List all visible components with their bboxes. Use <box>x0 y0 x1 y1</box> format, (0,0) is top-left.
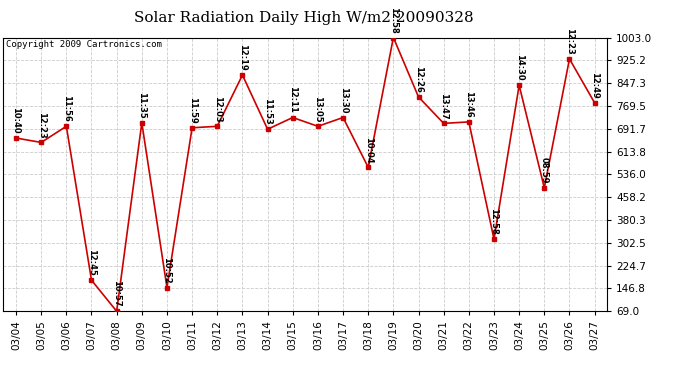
Text: 08:59: 08:59 <box>540 157 549 184</box>
Text: 12:45: 12:45 <box>87 249 96 276</box>
Text: Copyright 2009 Cartronics.com: Copyright 2009 Cartronics.com <box>6 40 162 49</box>
Text: Solar Radiation Daily High W/m2 20090328: Solar Radiation Daily High W/m2 20090328 <box>134 11 473 25</box>
Text: 10:04: 10:04 <box>364 136 373 163</box>
Text: 11:59: 11:59 <box>188 97 197 124</box>
Text: 10:57: 10:57 <box>112 280 121 307</box>
Text: 11:35: 11:35 <box>137 92 146 118</box>
Text: 12:58: 12:58 <box>489 208 498 235</box>
Text: 14:30: 14:30 <box>515 54 524 81</box>
Text: 12:19: 12:19 <box>238 44 247 71</box>
Text: 13:46: 13:46 <box>464 91 473 118</box>
Text: 11:53: 11:53 <box>263 98 272 125</box>
Text: 10:40: 10:40 <box>12 107 21 134</box>
Text: 11:56: 11:56 <box>62 95 71 122</box>
Text: 13:47: 13:47 <box>439 93 449 119</box>
Text: 12:23: 12:23 <box>565 28 574 55</box>
Text: 12:03: 12:03 <box>213 96 221 122</box>
Text: 13:05: 13:05 <box>313 96 322 122</box>
Text: 12:49: 12:49 <box>590 72 599 99</box>
Text: 12:58: 12:58 <box>389 7 398 33</box>
Text: 12:11: 12:11 <box>288 87 297 113</box>
Text: 13:30: 13:30 <box>339 87 348 113</box>
Text: 10:52: 10:52 <box>162 256 172 284</box>
Text: 12:23: 12:23 <box>37 111 46 138</box>
Text: 12:26: 12:26 <box>414 66 423 93</box>
